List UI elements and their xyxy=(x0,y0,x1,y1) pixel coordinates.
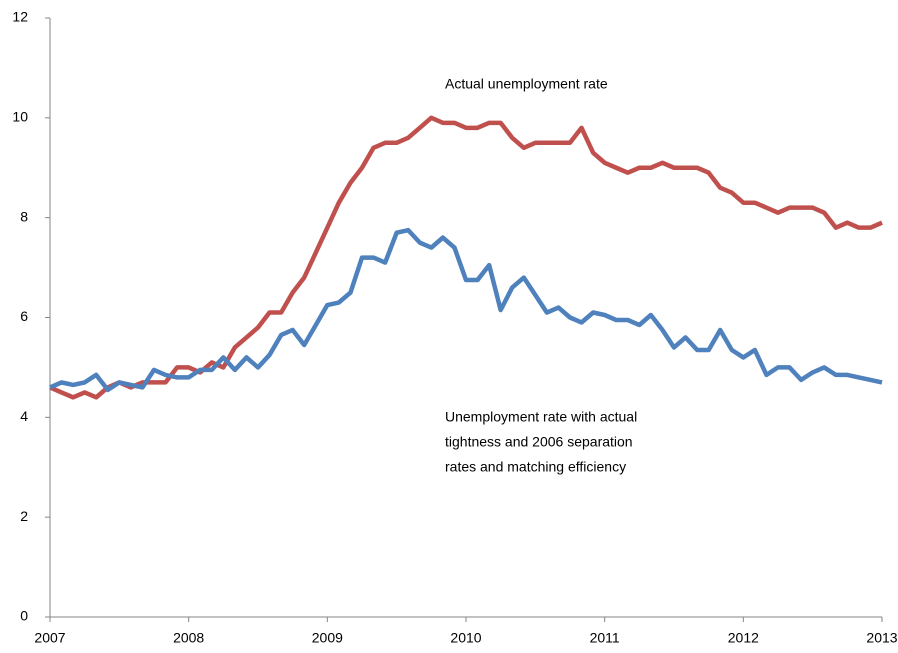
y-tick-label: 4 xyxy=(20,408,28,424)
y-tick-label: 0 xyxy=(20,608,28,624)
x-tick-label: 2008 xyxy=(173,630,204,646)
series-line xyxy=(49,115,883,400)
x-tick-label: 2012 xyxy=(728,630,759,646)
x-tick-label: 2010 xyxy=(450,630,481,646)
x-tick-label: 2009 xyxy=(312,630,343,646)
annotation: tightness and 2006 separation xyxy=(445,434,633,450)
y-tick-label: 6 xyxy=(20,308,28,324)
annotation: Actual unemployment rate xyxy=(445,76,608,92)
annotation: Unemployment rate with actual xyxy=(445,409,637,425)
series-line xyxy=(49,227,883,393)
annotation: rates and matching efficiency xyxy=(445,459,626,475)
y-tick-label: 2 xyxy=(20,508,28,524)
x-tick-label: 2007 xyxy=(34,630,65,646)
y-tick-label: 8 xyxy=(20,208,28,224)
y-tick-label: 10 xyxy=(12,109,28,125)
x-tick-label: 2013 xyxy=(866,630,897,646)
x-tick-label: 2011 xyxy=(590,630,620,646)
y-tick-label: 12 xyxy=(12,9,28,25)
